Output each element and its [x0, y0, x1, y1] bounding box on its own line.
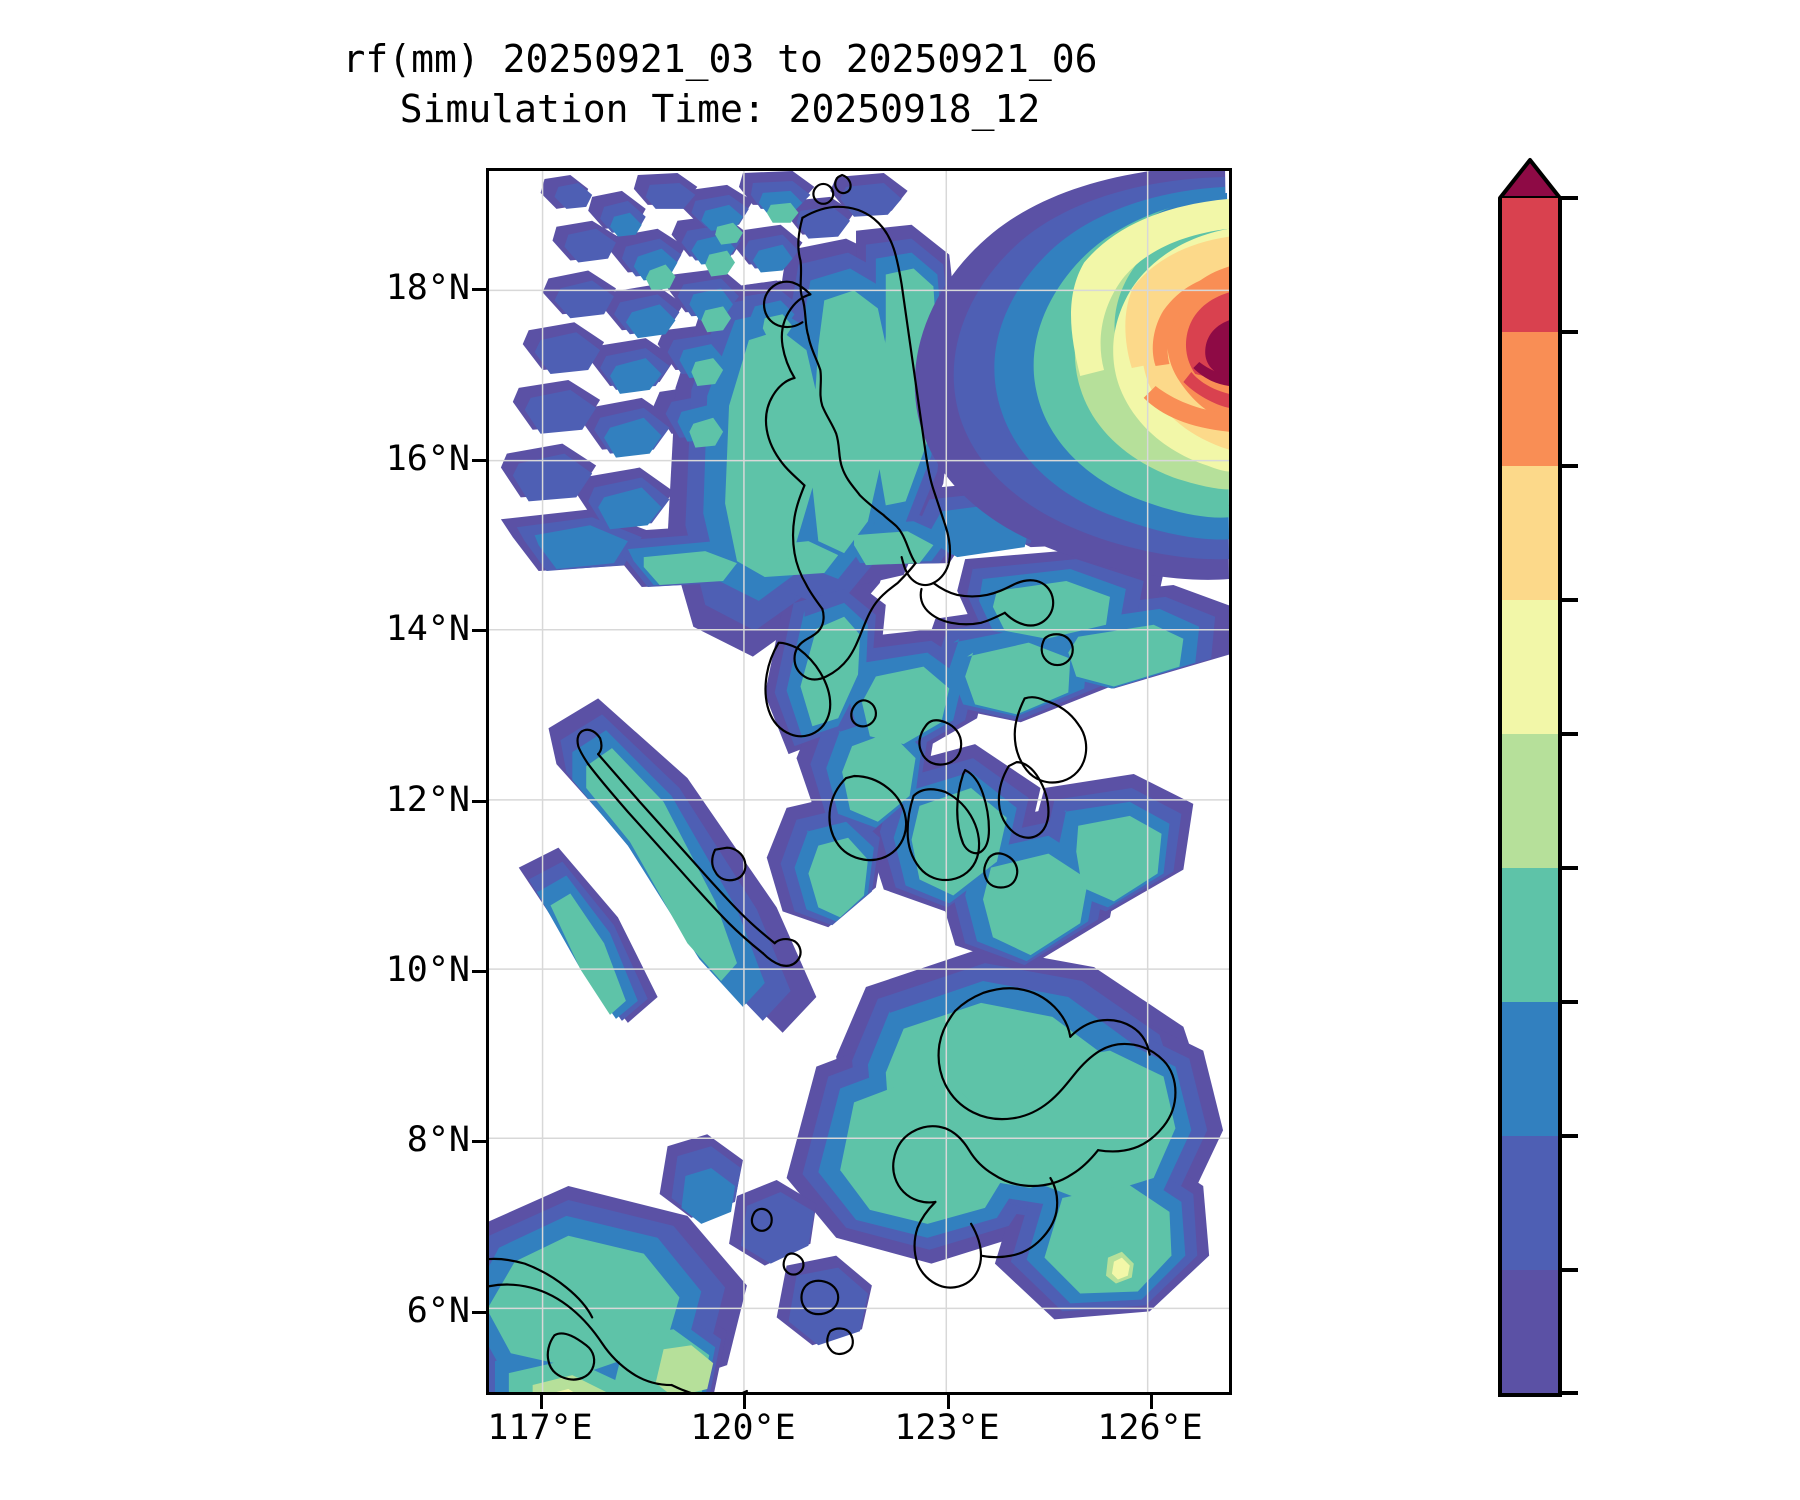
x-axis-label-123e: 123°E — [894, 1408, 1000, 1448]
x-axis-label-120e: 120°E — [690, 1408, 796, 1448]
y-axis-label-16n: 16°N — [385, 439, 470, 479]
map-plot-area — [486, 168, 1232, 1395]
y-tick-14 — [472, 629, 486, 632]
y-tick-16 — [472, 459, 486, 462]
title-line-2: Simulation Time: 20250918_12 — [399, 87, 1041, 131]
contour-band-60-80 — [556, 1257, 1130, 1392]
typhoon-system — [914, 171, 1229, 580]
y-tick-18 — [472, 288, 486, 291]
y-tick-12 — [472, 800, 486, 803]
y-tick-8 — [472, 1140, 486, 1143]
x-tick-117 — [540, 1395, 543, 1409]
y-axis-label-6n: 6°N — [406, 1291, 470, 1331]
y-tick-6 — [472, 1311, 486, 1314]
colorbar-extend-arrow — [1498, 158, 1562, 200]
x-axis-label-126e: 126°E — [1097, 1408, 1203, 1448]
y-tick-10 — [472, 970, 486, 973]
y-axis-label-12n: 12°N — [385, 780, 470, 820]
map-gridlines — [489, 171, 1229, 1392]
colorbar: 150 120 100 80 60 40 20 10 5 2 — [1498, 152, 1578, 1397]
coastlines — [489, 173, 1177, 1392]
y-axis-label-8n: 8°N — [406, 1120, 470, 1160]
y-axis-label-18n: 18°N — [385, 268, 470, 308]
title-line-1: rf(mm) 20250921_03 to 20250921_06 — [342, 37, 1098, 81]
x-tick-120 — [743, 1395, 746, 1409]
y-axis-label-10n: 10°N — [385, 950, 470, 990]
rainfall-map — [489, 171, 1229, 1392]
y-axis-label-14n: 14°N — [385, 609, 470, 649]
page-title: rf(mm) 20250921_03 to 20250921_06 Simula… — [0, 34, 1440, 134]
x-tick-123 — [947, 1395, 950, 1409]
x-tick-126 — [1150, 1395, 1153, 1409]
colorbar-swatches — [1498, 158, 1578, 1397]
x-axis-label-117e: 117°E — [487, 1408, 593, 1448]
